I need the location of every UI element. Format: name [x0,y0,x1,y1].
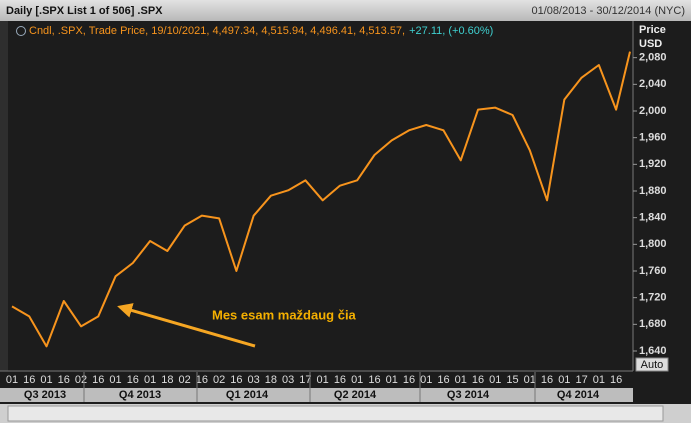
x-tick-label: 16 [472,374,484,386]
y-tick-label: 1,920 [639,158,667,170]
x-tick-label: 18 [161,374,173,386]
auto-button[interactable] [635,357,669,372]
x-tick-label: 16 [610,374,622,386]
x-tick-label: 02 [75,374,87,386]
x-tick-label: 16 [334,374,346,386]
left-margin [0,21,8,371]
quarter-label: Q4 2014 [557,389,600,401]
date-range: 01/08/2013 - 30/12/2014 (NYC) [532,5,686,17]
y-tick-label: 1,760 [639,265,667,277]
y-tick-label: 2,080 [639,52,667,64]
annotation-arrow [117,303,256,348]
y-tick-label: 1,640 [639,345,667,357]
quarter-label: Q1 2014 [226,389,269,401]
x-tick-label: 02 [178,374,190,386]
x-tick-label: 17 [299,374,311,386]
x-tick-label: 01 [351,374,363,386]
x-tick-label: 01 [524,374,536,386]
auto-button-label[interactable]: Auto [641,359,664,371]
y-tick-label: 1,720 [639,292,667,304]
x-tick-label: 16 [230,374,242,386]
x-tick-label: 16 [23,374,35,386]
y-axis-unit: USD [639,38,662,50]
y-tick-label: 1,680 [639,318,667,330]
x-tick-label: 17 [575,374,587,386]
quarter-label: Q3 2013 [24,389,66,401]
x-tick-label: 16 [368,374,380,386]
legend-text: Cndl, .SPX, Trade Price, 19/10/2021, 4,4… [29,25,405,37]
x-tick-label: 15 [506,374,518,386]
annotation: Mes esam maždaug čia [212,307,357,322]
x-tick-label: 01 [6,374,18,386]
y-tick-label: 1,880 [639,185,667,197]
x-tick-label: 16 [541,374,553,386]
x-tick-label: 01 [40,374,52,386]
chart-title: Daily [.SPX List 1 of 506] .SPX [6,5,163,17]
clock-icon [16,26,26,36]
x-tick-label: 16 [58,374,70,386]
quarter-label: Q3 2014 [447,389,490,401]
x-tick-label: 01 [558,374,570,386]
quarter-label: Q4 2013 [119,389,161,401]
quarter-row [0,388,633,402]
y-tick-label: 2,040 [639,78,667,90]
price-line [11,51,631,348]
x-tick-label: 18 [265,374,277,386]
header-bar [0,0,691,21]
x-tick-label: 16 [196,374,208,386]
x-tick-label: 01 [386,374,398,386]
x-tick-label: 01 [420,374,432,386]
x-tick-label: 01 [109,374,121,386]
x-tick-label: 16 [127,374,139,386]
x-tick-label: 01 [455,374,467,386]
x-tick-label: 01 [144,374,156,386]
quarter-label: Q2 2014 [334,389,377,401]
x-tick-label: 01 [593,374,605,386]
x-tick-label: 16 [437,374,449,386]
x-tick-label: 01 [317,374,329,386]
x-tick-label: 02 [213,374,225,386]
y-tick-label: 2,000 [639,105,667,117]
x-tick-label: 16 [403,374,415,386]
x-tick-label: 03 [248,374,260,386]
y-tick-label: 1,840 [639,212,667,224]
x-tick-label: 16 [92,374,104,386]
x-tick-label: 03 [282,374,294,386]
y-axis-label: Price [639,24,666,36]
x-tick-label: 01 [489,374,501,386]
y-tick-label: 1,800 [639,238,667,250]
legend-change: +27.11, (+0.60%) [409,25,493,37]
scrollbar-thumb[interactable] [7,405,664,422]
y-tick-label: 1,960 [639,132,667,144]
